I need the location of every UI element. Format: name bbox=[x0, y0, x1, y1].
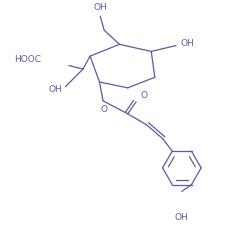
Text: OH: OH bbox=[48, 85, 62, 94]
Text: OH: OH bbox=[181, 39, 195, 48]
Text: OH: OH bbox=[175, 213, 189, 222]
Text: HOOC: HOOC bbox=[14, 55, 41, 64]
Text: O: O bbox=[141, 91, 148, 100]
Text: O: O bbox=[101, 105, 108, 114]
Text: OH: OH bbox=[94, 3, 108, 12]
